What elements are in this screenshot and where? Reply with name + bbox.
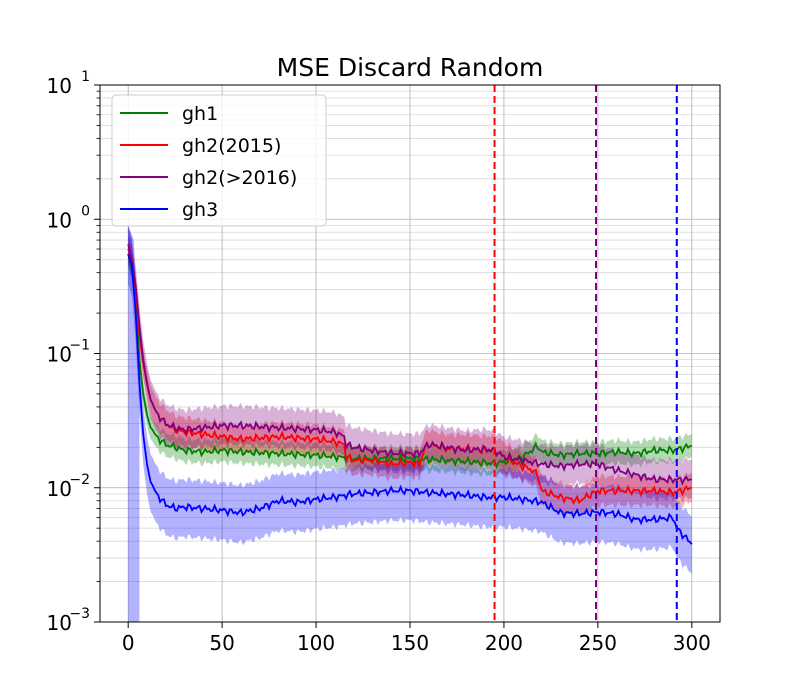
x-tick-label: 250 <box>579 631 617 655</box>
y-tick-exponent: −1 <box>69 338 90 354</box>
y-tick-exponent: 0 <box>81 203 90 219</box>
legend-label: gh2(2015) <box>182 135 281 157</box>
x-tick-label: 50 <box>209 631 234 655</box>
line-gh1 <box>127 253 692 470</box>
y-tick-exponent: −2 <box>69 472 90 488</box>
line-gh2(2015) <box>127 248 692 506</box>
legend-label: gh2(>2016) <box>182 167 297 189</box>
x-tick-label: 0 <box>122 631 135 655</box>
y-tick-label: 10 <box>47 343 72 367</box>
y-tick-label: 10 <box>47 611 72 635</box>
y-tick-label: 10 <box>47 208 72 232</box>
line-gh3 <box>127 253 693 545</box>
band-gh2(2015) <box>128 234 692 518</box>
series-lines <box>127 244 693 545</box>
legend-box <box>111 94 327 227</box>
legend-label: gh3 <box>182 199 218 221</box>
y-tick-exponent: −3 <box>69 606 90 622</box>
y-tick-exponent: 1 <box>81 69 90 85</box>
threshold-lines <box>493 85 678 622</box>
y-tick-label: 10 <box>47 477 72 501</box>
legend: gh1 gh2(2015) gh2(>2016) gh3 <box>111 94 327 227</box>
y-tick-label: 10 <box>47 74 72 98</box>
x-tick-label: 200 <box>485 631 523 655</box>
x-tick-label: 100 <box>297 631 335 655</box>
x-axis-ticks: 0 50 100 150 200 250 300 <box>122 622 711 655</box>
legend-label: gh1 <box>182 103 218 125</box>
x-tick-label: 150 <box>391 631 429 655</box>
band-gh1 <box>128 242 692 479</box>
line-gh2(>2016) <box>127 244 692 486</box>
x-tick-label: 300 <box>673 631 711 655</box>
band-gh3 <box>128 226 692 574</box>
chart-title: MSE Discard Random <box>277 53 544 82</box>
